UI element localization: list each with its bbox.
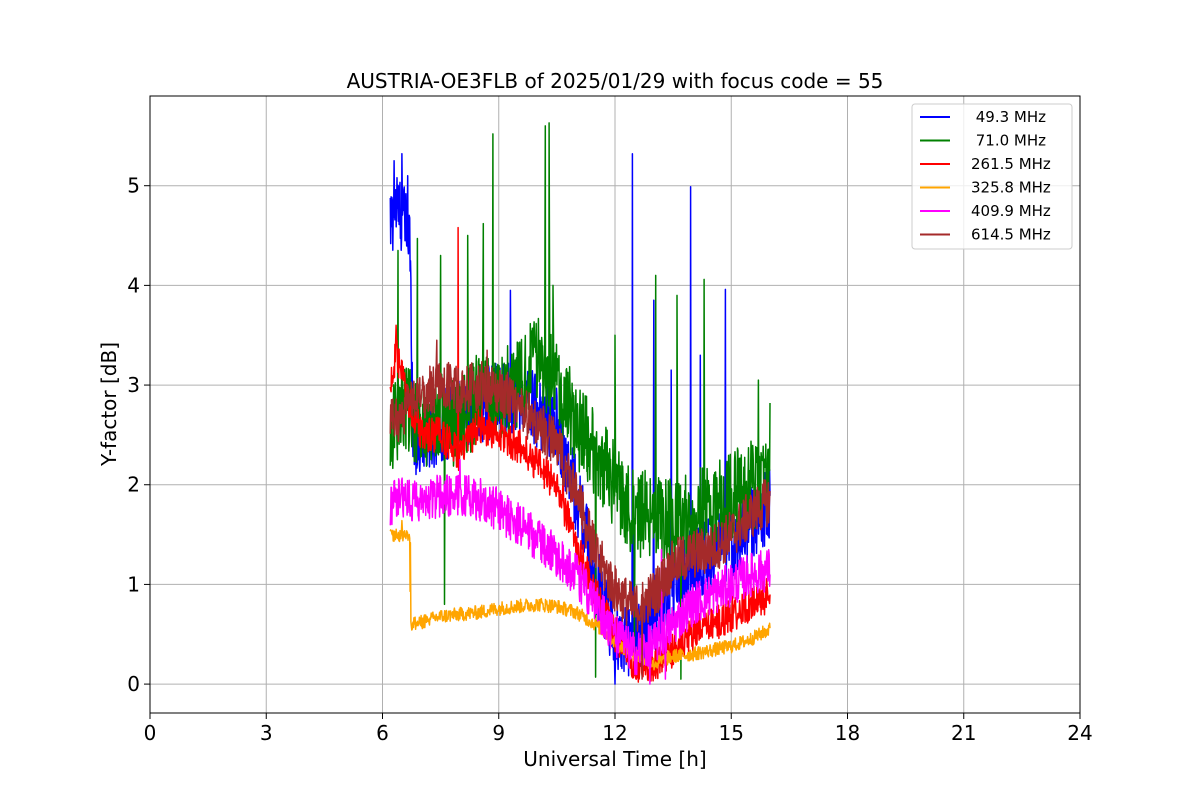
x-tick-label: 21 [951,721,976,745]
x-tick-label: 18 [835,721,860,745]
x-tick-label: 6 [376,721,389,745]
y-axis: 0 1 2 3 4 5 [127,174,150,696]
x-tick-label: 0 [144,721,157,745]
y-tick-label: 0 [127,672,140,696]
y-tick-label: 5 [127,174,140,198]
legend-label: 325.8 MHz [971,179,1051,197]
x-tick-label: 12 [602,721,627,745]
series-line [389,122,771,680]
series-line [389,339,771,680]
series-group [389,122,771,685]
legend-label: 49.3 MHz [971,108,1046,126]
y-tick-label: 1 [127,572,140,596]
legend-box [911,103,1073,250]
chart-title: AUSTRIA-OE3FLB of 2025/01/29 with focus … [347,69,884,93]
legend: 49.3 MHz 71.0 MHz 261.5 MHz 325.8 MHz 409.9… [911,103,1073,250]
y-tick-label: 2 [127,473,140,497]
series-line [389,519,771,671]
x-axis: 0 3 6 9 12 15 18 21 24 [144,713,1093,745]
y-tick-label: 3 [127,373,140,397]
series-line [389,459,771,685]
x-tick-label: 24 [1067,721,1092,745]
x-axis-label: Universal Time [h] [523,747,706,771]
legend-label: 71.0 MHz [971,132,1046,150]
x-tick-label: 9 [492,721,505,745]
legend-label: 409.9 MHz [971,202,1051,220]
x-tick-label: 15 [719,721,744,745]
y-axis-label: Y-factor [dB] [97,342,121,467]
y-tick-label: 4 [127,273,140,297]
legend-label: 614.5 MHz [971,226,1051,244]
legend-label: 261.5 MHz [971,155,1051,173]
x-tick-label: 3 [260,721,273,745]
